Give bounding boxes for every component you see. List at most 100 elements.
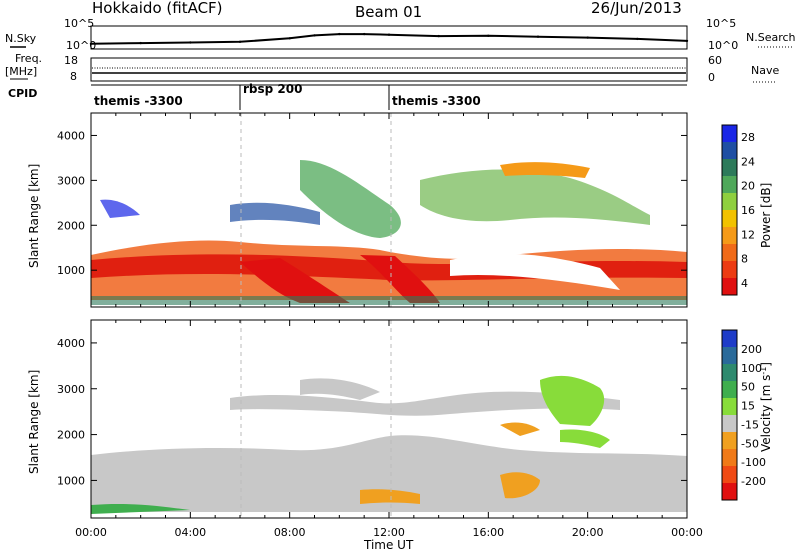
velocity-colorbar-tick: 100 — [741, 362, 762, 375]
velocity-positive-patch-2 — [560, 429, 610, 448]
nsky-point — [189, 41, 192, 44]
velocity-colorbar-swatch — [722, 415, 737, 433]
power-ytick-label: 1000 — [57, 264, 85, 277]
velocity-upper-gray — [230, 391, 620, 416]
time-xtick-label: 08:00 — [274, 526, 306, 539]
station-title: Hokkaido (fitACF) — [92, 0, 223, 17]
power-colorbar-tick: 24 — [741, 155, 755, 168]
velocity-colorbar-swatch — [722, 466, 737, 484]
cpid-segments: themis -3300 rbsp 200 themis -3300 — [94, 82, 481, 110]
freq-label: Freq. — [15, 52, 42, 65]
power-upper-patch-2 — [420, 169, 650, 225]
cpid-segment-label: rbsp 200 — [243, 82, 302, 96]
velocity-colorbar: 200 100 50 15 -15 -50 -100 -200 — [721, 329, 766, 501]
nave-tick-top: 60 — [708, 54, 722, 67]
power-ytick-label: 3000 — [57, 174, 85, 187]
nave-label: Nave — [751, 64, 779, 77]
time-xtick-label: 20:00 — [572, 526, 604, 539]
time-xtick-label: 00:00 — [75, 526, 107, 539]
time-xtick-label: 12:00 — [373, 526, 405, 539]
velocity-ground-scatter-low — [91, 494, 687, 512]
velocity-colorbar-tick: -100 — [741, 456, 766, 469]
velocity-heatmap — [91, 375, 687, 514]
nsky-point — [363, 32, 366, 36]
velocity-colorbar-tick: -50 — [741, 437, 759, 450]
power-colorbar-swatch — [722, 125, 737, 143]
power-upper-patch-1 — [300, 160, 401, 238]
power-strong-echo-1 — [240, 258, 350, 303]
power-colorbar-tick: 16 — [741, 204, 755, 217]
power-colorbar-tick: 28 — [741, 131, 755, 144]
velocity-ground-scatter — [91, 435, 687, 506]
velocity-negative-patch — [500, 472, 540, 499]
freq-tick-top: 18 — [64, 54, 78, 67]
power-upper-patch-3 — [500, 162, 590, 178]
nave-tick-bottom: 0 — [708, 71, 715, 84]
noise-tick-left-bottom: 10^0 — [66, 39, 96, 52]
velocity-colorbar-title: Velocity [m s-1] — [759, 362, 773, 452]
velocity-ytick-label: 4000 — [57, 337, 85, 350]
power-bottom-band — [91, 296, 687, 305]
velocity-title-sup: -1 — [759, 367, 768, 375]
noise-tick-left-top: 10^5 — [64, 17, 94, 30]
power-colorbar-frame — [721, 124, 738, 296]
velocity-colorbar-swatch — [722, 432, 737, 450]
cpid-segment-label: themis -3300 — [392, 94, 481, 108]
velocity-colorbar-tick: -200 — [741, 475, 766, 488]
nsearch-label: N.Search — [746, 31, 796, 44]
noise-tick-right-bottom: 10^0 — [708, 39, 738, 52]
nsky-point — [313, 34, 316, 37]
freq-unit-label: [MHz] — [5, 65, 37, 78]
power-colorbar-tick: 12 — [741, 228, 755, 241]
nsky-point — [586, 36, 589, 39]
nsky-point — [338, 32, 341, 36]
power-colorbar-title: Power [dB] — [759, 183, 773, 248]
power-colorbar-swatch — [722, 142, 737, 160]
nsky-point — [536, 35, 540, 38]
cpid-label: CPID — [8, 87, 37, 100]
power-colorbar-swatch — [722, 261, 737, 279]
power-colorbar-swatch — [722, 244, 737, 262]
power-colorbar-swatch — [722, 278, 737, 296]
power-upper-patch-4 — [230, 202, 320, 225]
velocity-colorbar-swatch — [722, 347, 737, 365]
power-colorbar-swatch — [722, 193, 737, 211]
velocity-colorbar-swatch — [722, 381, 737, 399]
velocity-title-end: ] — [759, 362, 773, 367]
noise-curve — [89, 32, 689, 45]
velocity-colorbar-swatch — [722, 330, 737, 348]
velocity-colorbar-tick: 15 — [741, 400, 755, 413]
time-xtick-label: 16:00 — [472, 526, 504, 539]
power-upper-patch-5 — [100, 199, 140, 218]
velocity-bottom-patch — [91, 503, 190, 514]
power-ytick-label: 4000 — [57, 129, 85, 142]
nsky-point — [437, 34, 440, 38]
velocity-title-main: Velocity [m s — [759, 375, 773, 452]
nsky-point — [238, 40, 242, 43]
nsky-point — [139, 41, 142, 45]
freq-panel-frame — [90, 57, 688, 82]
time-xtick-label: 00:00 — [671, 526, 703, 539]
velocity-ylabel: Slant Range [km] — [27, 370, 41, 474]
velocity-colorbar-swatch — [722, 483, 737, 501]
noise-tick-right-top: 10^5 — [706, 17, 736, 30]
nsky-point — [487, 34, 490, 37]
nsky-point — [288, 37, 291, 40]
power-colorbar-swatch — [722, 227, 737, 245]
cpid-segment-label: themis -3300 — [94, 94, 183, 108]
time-xtick-label: 04:00 — [174, 526, 206, 539]
nsky-point — [387, 33, 391, 36]
velocity-upper-gray-2 — [300, 378, 380, 400]
power-strong-echo-2 — [360, 255, 440, 303]
velocity-colorbar-tick: -15 — [741, 418, 759, 431]
velocity-colorbar-tick: 200 — [741, 343, 762, 356]
power-colorbar-swatch — [722, 210, 737, 228]
power-colorbar-tick: 8 — [741, 253, 748, 266]
velocity-ytick-label: 2000 — [57, 429, 85, 442]
nsky-label: N.Sky — [5, 32, 37, 45]
freq-tick-bottom: 8 — [70, 70, 77, 83]
power-ytick-label: 2000 — [57, 219, 85, 232]
nsky-point — [89, 42, 93, 45]
time-xlabel: Time UT — [363, 538, 414, 552]
